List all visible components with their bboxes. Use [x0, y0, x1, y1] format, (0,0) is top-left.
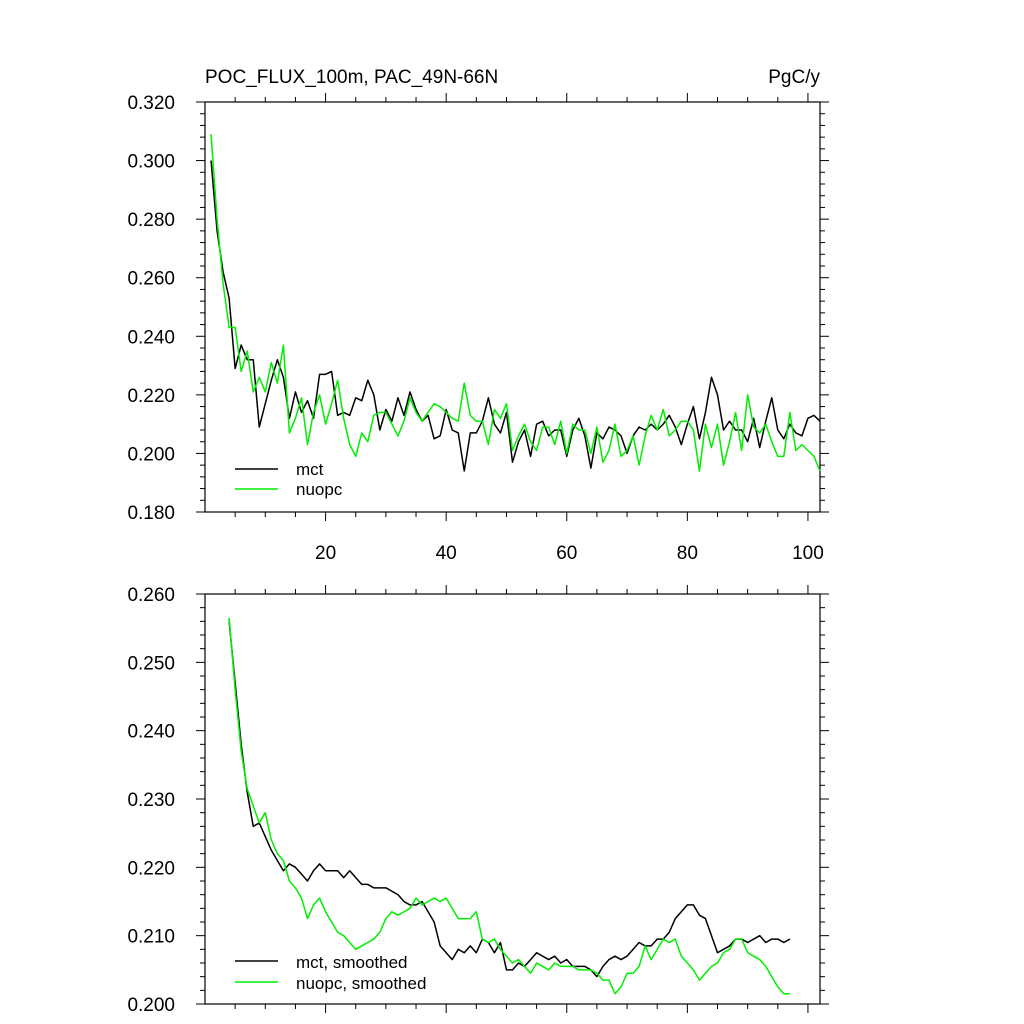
- top-plot-frame: [204, 101, 821, 513]
- top-chart-units: PgC/y: [768, 67, 820, 88]
- series-line-nuopc: [210, 134, 821, 472]
- y-tick-label: 0.230: [127, 790, 175, 811]
- x-tick-label: 40: [436, 543, 457, 564]
- x-tick-label: 100: [792, 543, 824, 564]
- y-tick-label: 0.220: [127, 386, 175, 407]
- y-tick-label: 0.260: [127, 269, 175, 290]
- bottom-axis-ticks: 0.200 0.210 0.220 0.230 0.240 0.250 0.260: [127, 585, 829, 1016]
- legend-label-nuopc-smoothed: nuopc, smoothed: [296, 974, 426, 993]
- legend-label-mct: mct: [296, 460, 324, 479]
- x-tick-label: 20: [315, 543, 336, 564]
- y-tick-label: 0.220: [127, 858, 175, 879]
- bottom-series-lines: [228, 617, 791, 995]
- y-tick-label: 0.320: [127, 93, 175, 114]
- top-legend: mct nuopc: [235, 460, 343, 499]
- y-tick-label: 0.200: [127, 995, 175, 1016]
- legend-label-mct-smoothed: mct, smoothed: [296, 953, 408, 972]
- bottom-legend: mct, smoothed nuopc, smoothed: [235, 953, 426, 993]
- y-tick-label: 0.240: [127, 722, 175, 743]
- top-chart-title: POC_FLUX_100m, PAC_49N-66N: [205, 67, 498, 88]
- legend-label-nuopc: nuopc: [296, 480, 343, 499]
- y-tick-label: 0.260: [127, 585, 175, 606]
- top-panel: POC_FLUX_100m, PAC_49N-66N PgC/y 0.1800.…: [127, 67, 829, 564]
- y-tick-label: 0.210: [127, 927, 175, 948]
- top-axis-ticks: 0.180 0.200 0.220 0.240 0.260 0.280 0.300 0.320…: [127, 93, 829, 564]
- series-line-mct-smoothed: [228, 621, 791, 978]
- bottom-plot-frame: [204, 593, 821, 1005]
- y-tick-label: 0.200: [127, 444, 175, 465]
- x-tick-label: 60: [556, 543, 577, 564]
- x-tick-label: 80: [677, 543, 698, 564]
- y-tick-label: 0.240: [127, 327, 175, 348]
- series-line-nuopc-smoothed: [228, 617, 790, 995]
- y-tick-label: 0.280: [127, 210, 175, 231]
- series-line-mct: [210, 160, 821, 472]
- y-tick-label: 0.180: [127, 503, 175, 524]
- y-tick-label: 0.250: [127, 653, 175, 674]
- bottom-panel: 0.200 0.210 0.220 0.230 0.240 0.250 0.260 mct,…: [127, 585, 829, 1016]
- y-tick-label: 0.300: [127, 152, 175, 173]
- top-series-lines: [210, 134, 821, 472]
